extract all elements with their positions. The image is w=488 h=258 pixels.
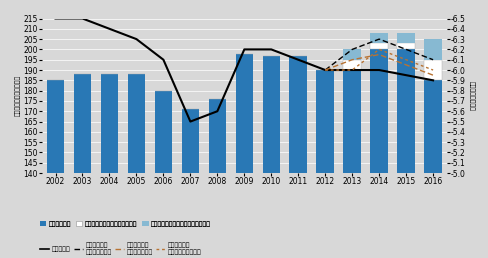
Y-axis label: 合計失業者数（百万人）: 合計失業者数（百万人）	[15, 75, 20, 116]
Bar	[424, 80, 441, 258]
Bar	[397, 50, 414, 258]
Bar	[397, 43, 414, 50]
Bar	[424, 39, 441, 60]
Bar	[369, 50, 387, 258]
Bar	[343, 50, 360, 60]
Bar	[369, 33, 387, 43]
Legend: 合計失業者数, 合計失業者数の下振れシナリオ, 合計失業者数の追加下振れシナリオ: 合計失業者数, 合計失業者数の下振れシナリオ, 合計失業者数の追加下振れシナリオ	[37, 219, 213, 229]
Bar	[262, 55, 280, 258]
Bar	[424, 60, 441, 80]
Bar	[101, 74, 118, 258]
Bar	[289, 55, 306, 258]
Y-axis label: 合計失業率（％）: 合計失業率（％）	[468, 81, 473, 111]
Bar	[316, 70, 333, 258]
Bar	[397, 33, 414, 43]
Bar	[47, 80, 64, 258]
Bar	[343, 70, 360, 258]
Bar	[127, 74, 145, 258]
Bar	[235, 54, 253, 258]
Bar	[74, 74, 91, 258]
Bar	[154, 91, 172, 258]
Bar	[343, 60, 360, 70]
Bar	[369, 43, 387, 50]
Legend: 合計失業率, 合計失業率の
上振れシナリオ, 合計失業率の
下振れシナリオ, 合計失業率の
追加下振れシナリオ: 合計失業率, 合計失業率の 上振れシナリオ, 合計失業率の 下振れシナリオ, 合…	[37, 240, 204, 257]
Bar	[181, 109, 199, 258]
Bar	[208, 99, 225, 258]
